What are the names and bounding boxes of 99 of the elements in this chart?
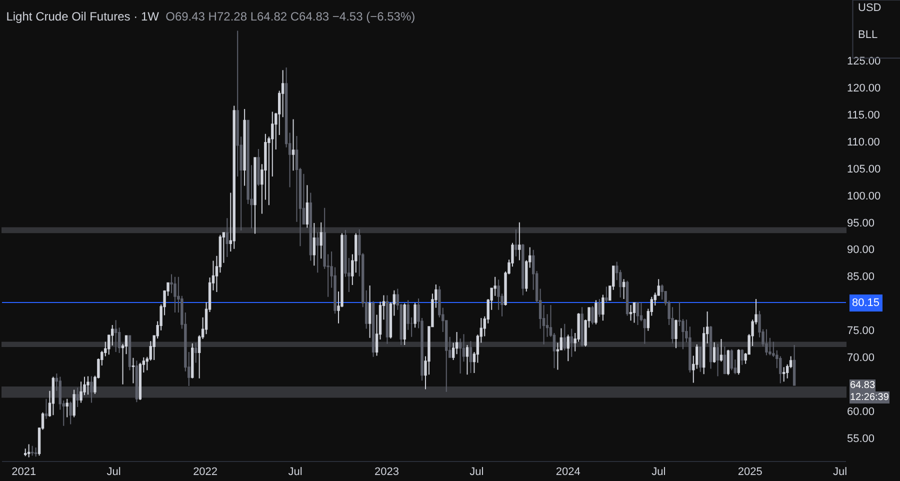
candlestick (80, 381, 82, 404)
candlestick (386, 294, 389, 344)
candlestick (458, 338, 462, 374)
candlestick (632, 302, 636, 324)
candlestick (522, 244, 524, 296)
candlestick (626, 280, 629, 316)
candlestick (792, 344, 796, 386)
x-tick-label: 2023 (374, 466, 399, 478)
y-tick-label: 120.00 (847, 82, 881, 94)
candlestick (566, 334, 570, 362)
candlestick (292, 118, 295, 172)
candlestick (132, 357, 135, 384)
candlestick (34, 447, 38, 458)
candlestick (66, 398, 68, 418)
candlestick (306, 184, 309, 228)
candlestick (636, 302, 640, 326)
candlestick (76, 387, 79, 408)
candlestick (309, 192, 312, 262)
candlestick (128, 334, 132, 371)
candlestick (740, 348, 744, 366)
candlestick (372, 300, 375, 358)
x-tick-label: 2022 (193, 466, 218, 478)
candlestick (469, 340, 472, 374)
candlestick (44, 398, 48, 420)
text: 12:26:39 (850, 392, 890, 403)
text: O69.43 H72.28 L64.82 C64.83 −4.53 (−6.53%) (166, 9, 416, 24)
candlestick (580, 306, 584, 348)
candlestick (605, 286, 608, 303)
x-tick-label: 2025 (738, 466, 762, 478)
candlestick (716, 343, 720, 377)
y-tick-label: 95.00 (847, 217, 875, 230)
candlestick (191, 342, 194, 379)
candlestick (86, 376, 90, 396)
candlestick (52, 376, 55, 416)
candlestick (730, 348, 734, 371)
candlestick (674, 319, 678, 349)
x-tick-label: Jul (288, 466, 302, 478)
candlestick (312, 222, 316, 266)
y-tick-label: 85.00 (847, 271, 875, 284)
text: USD (858, 2, 882, 14)
candlestick (90, 376, 93, 404)
candlestick (72, 389, 76, 418)
candlestick (726, 349, 730, 376)
candlestick (194, 342, 198, 364)
candlestick (570, 328, 573, 358)
candlestick (69, 401, 72, 425)
candlestick (765, 328, 768, 356)
x-tick-label: Jul (652, 466, 666, 478)
candlestick (514, 228, 518, 257)
y-tick-label: 115.00 (847, 109, 880, 122)
candlestick (114, 320, 118, 352)
candlestick (699, 346, 702, 372)
candlestick (226, 218, 229, 258)
candlestick (782, 366, 786, 382)
candlestick (598, 298, 601, 318)
candlestick (602, 294, 604, 322)
text: 64.83 (850, 380, 876, 391)
y-tick-label: 55.00 (847, 433, 875, 446)
candlestick (243, 108, 246, 186)
candlestick (622, 278, 626, 300)
candlestick (254, 157, 256, 234)
candlestick (27, 444, 30, 458)
y-tick-label: 105.00 (847, 163, 881, 176)
candlestick (135, 360, 138, 403)
y-tick-label: 90.00 (847, 244, 875, 256)
y-tick-label: 110.00 (847, 136, 880, 148)
y-tick-label: 70.00 (847, 352, 875, 364)
x-tick-label: Jul (833, 466, 848, 478)
ref-line-label: 80.15 (852, 297, 880, 309)
candlestick (232, 105, 236, 250)
candlestick (466, 344, 469, 376)
candlestick (316, 232, 319, 274)
candlestick (320, 222, 322, 260)
candlestick (629, 304, 632, 322)
text: Light Crude Oil Futures · 1W (6, 9, 159, 24)
x-tick-label: Jul (106, 466, 121, 478)
candlestick (368, 285, 372, 338)
text: BLL (858, 29, 878, 41)
candlestick (257, 148, 260, 186)
y-tick-label: 75.00 (847, 325, 875, 338)
x-tick-label: 2024 (556, 466, 580, 478)
y-tick-label: 60.00 (847, 406, 875, 418)
candlestick (403, 302, 406, 346)
candlestick (30, 445, 34, 456)
candlestick (563, 323, 566, 351)
candlestick (737, 348, 740, 376)
candlestick (414, 302, 416, 328)
candlestick (709, 326, 712, 370)
candlestick (594, 300, 598, 325)
y-tick-label: 100.00 (847, 190, 881, 202)
candlestick (723, 346, 726, 375)
candlestick (591, 306, 594, 325)
candlestick (24, 448, 27, 457)
x-tick-label: 2021 (12, 466, 36, 478)
candlestick (720, 338, 723, 362)
x-tick-label: Jul (470, 466, 484, 478)
candlestick (518, 222, 521, 261)
candlestick (174, 276, 176, 314)
candlestick (712, 342, 716, 364)
